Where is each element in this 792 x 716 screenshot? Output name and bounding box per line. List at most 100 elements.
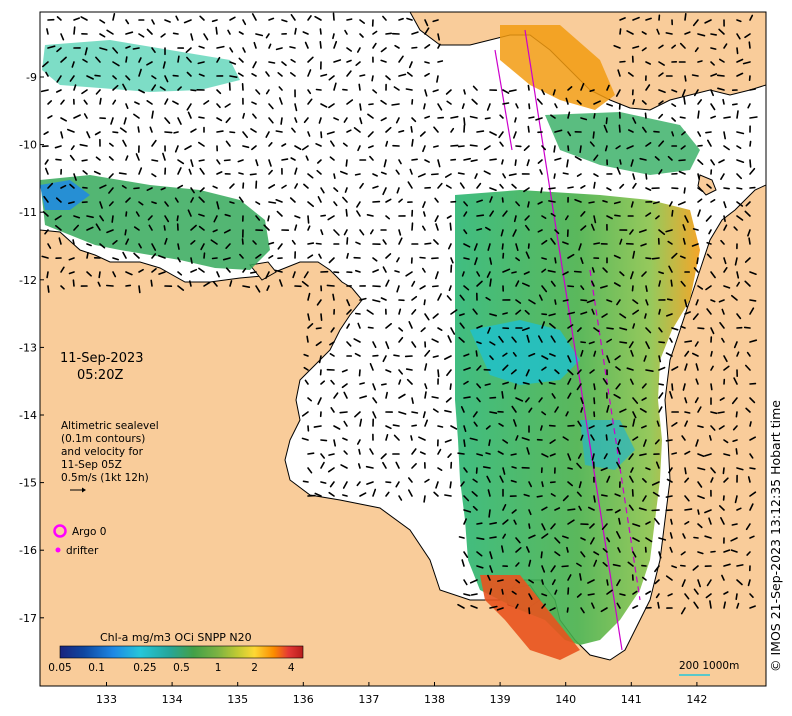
velocity-arrow: [704, 453, 712, 457]
velocity-arrow: [736, 33, 741, 40]
velocity-arrow: [199, 15, 205, 21]
velocity-arrow: [242, 112, 245, 119]
velocity-arrow: [719, 505, 725, 511]
velocity-arrows: [40, 12, 758, 615]
velocity-arrow: [502, 519, 509, 525]
velocity-arrow: [398, 411, 407, 415]
velocity-arrow: [151, 139, 157, 147]
velocity-arrow: [705, 215, 712, 222]
velocity-arrow: [541, 268, 547, 273]
velocity-arrow: [706, 308, 712, 315]
velocity-arrow: [450, 425, 458, 430]
velocity-arrow: [372, 397, 378, 404]
velocity-arrow: [554, 129, 563, 133]
velocity-arrow: [398, 130, 405, 133]
velocity-arrow: [314, 15, 322, 21]
velocity-arrow: [99, 184, 107, 189]
velocity-arrow: [177, 159, 185, 165]
velocity-arrow: [177, 167, 182, 175]
velocity-arrow: [602, 267, 608, 273]
velocity-arrow: [252, 113, 257, 119]
velocity-arrow: [567, 467, 573, 470]
velocity-arrow: [645, 341, 650, 349]
velocity-arrow: [706, 579, 712, 587]
velocity-arrow: [190, 187, 195, 194]
velocity-arrow: [177, 55, 180, 63]
velocity-arrow: [146, 28, 153, 35]
velocity-arrow: [411, 397, 414, 404]
velocity-arrow: [717, 411, 725, 414]
velocity-arrow: [469, 115, 478, 119]
velocity-arrow: [40, 89, 49, 93]
velocity-arrow: [619, 313, 627, 319]
velocity-arrow: [227, 29, 231, 35]
velocity-arrow: [294, 27, 297, 35]
velocity-arrow: [112, 47, 119, 54]
velocity-arrow: [229, 183, 235, 189]
velocity-arrow: [632, 173, 636, 180]
velocity-arrow: [722, 98, 725, 105]
velocity-arrow: [138, 268, 144, 273]
velocity-arrow: [383, 159, 387, 168]
velocity-arrow: [380, 59, 387, 63]
velocity-arrow: [445, 184, 452, 189]
velocity-arrow: [658, 406, 663, 413]
velocity-arrow: [212, 281, 218, 287]
velocity-arrow: [385, 369, 392, 373]
velocity-arrow: [73, 215, 81, 219]
velocity-arrow: [86, 226, 94, 231]
velocity-arrow: [419, 451, 426, 455]
velocity-arrow: [164, 117, 171, 124]
velocity-arrow: [187, 111, 192, 119]
velocity-arrow: [290, 72, 296, 77]
velocity-arrow: [138, 89, 145, 94]
velocity-arrow: [380, 297, 387, 301]
velocity-arrow: [275, 130, 283, 133]
velocity-arrow: [514, 383, 517, 390]
velocity-arrow: [162, 61, 166, 69]
velocity-arrow: [697, 327, 705, 330]
velocity-arrow: [515, 103, 519, 109]
velocity-arrow: [445, 89, 452, 95]
velocity-arrow: [470, 159, 478, 162]
velocity-arrow: [332, 12, 335, 21]
velocity-arrow: [346, 59, 352, 63]
velocity-arrow: [616, 461, 621, 469]
velocity-arrow: [268, 142, 273, 147]
velocity-arrow: [146, 100, 153, 105]
velocity-arrow: [255, 285, 261, 293]
velocity-arrow: [437, 293, 442, 301]
colorbar-tick-label: 0.1: [88, 662, 105, 674]
velocity-arrow: [733, 377, 738, 385]
velocity-arrow: [463, 380, 469, 385]
velocity-arrow: [449, 222, 452, 231]
velocity-arrow: [566, 546, 569, 553]
velocity-arrow: [177, 243, 180, 250]
velocity-arrow: [612, 563, 621, 567]
velocity-arrow: [501, 588, 504, 595]
velocity-arrow: [435, 481, 439, 489]
velocity-arrow: [528, 299, 536, 305]
velocity-arrow: [567, 574, 572, 581]
velocity-arrow: [515, 397, 524, 402]
velocity-arrow: [174, 197, 179, 203]
velocity-arrow: [749, 14, 754, 21]
lat-tick-label: -16: [19, 544, 37, 557]
velocity-arrow: [274, 269, 283, 273]
velocity-arrow: [735, 411, 738, 418]
velocity-arrow: [372, 269, 379, 273]
velocity-arrow: [445, 173, 452, 178]
velocity-arrow: [320, 481, 327, 484]
velocity-arrow: [151, 75, 157, 80]
velocity-arrow: [307, 452, 315, 455]
velocity-arrow: [743, 326, 751, 329]
velocity-arrow: [694, 397, 699, 404]
velocity-arrow: [684, 521, 690, 525]
velocity-arrow: [619, 60, 626, 63]
legend-line-5: 0.5m/s (1kt 12h): [61, 472, 149, 484]
velocity-arrow: [604, 145, 608, 152]
velocity-arrow: [680, 564, 686, 567]
velocity-arrow: [710, 383, 713, 391]
velocity-arrow: [632, 45, 640, 49]
velocity-arrow: [411, 138, 414, 147]
